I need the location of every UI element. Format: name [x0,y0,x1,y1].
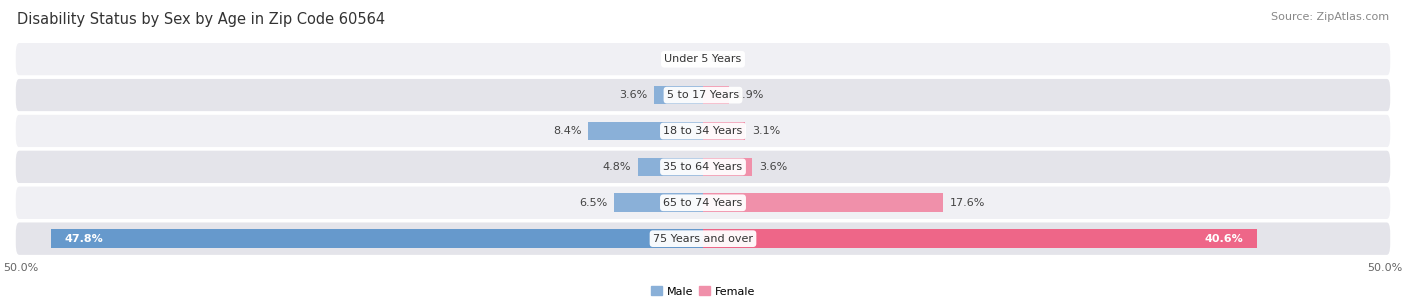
Bar [703,86,728,105]
Text: 6.5%: 6.5% [579,198,607,208]
Text: 0.0%: 0.0% [668,54,696,64]
Text: Source: ZipAtlas.com: Source: ZipAtlas.com [1271,12,1389,22]
FancyBboxPatch shape [14,113,1392,149]
Bar [703,193,943,212]
Bar [703,157,752,176]
FancyBboxPatch shape [14,41,1392,77]
Text: 65 to 74 Years: 65 to 74 Years [664,198,742,208]
FancyBboxPatch shape [14,77,1392,113]
FancyBboxPatch shape [14,185,1392,221]
Text: 47.8%: 47.8% [65,234,103,244]
Text: 0.0%: 0.0% [710,54,738,64]
Bar [588,122,703,140]
Bar [654,86,703,105]
Bar [703,229,1257,248]
Text: 3.1%: 3.1% [752,126,780,136]
Text: 75 Years and over: 75 Years and over [652,234,754,244]
Bar [637,157,703,176]
Bar [614,193,703,212]
Text: 3.6%: 3.6% [759,162,787,172]
Text: 1.9%: 1.9% [735,90,763,100]
Text: 4.8%: 4.8% [602,162,631,172]
Text: 17.6%: 17.6% [950,198,986,208]
Bar [51,229,703,248]
Text: Disability Status by Sex by Age in Zip Code 60564: Disability Status by Sex by Age in Zip C… [17,12,385,27]
Text: 8.4%: 8.4% [553,126,582,136]
Text: Under 5 Years: Under 5 Years [665,54,741,64]
Text: 18 to 34 Years: 18 to 34 Years [664,126,742,136]
FancyBboxPatch shape [14,221,1392,257]
Bar [703,122,745,140]
Legend: Male, Female: Male, Female [647,282,759,301]
FancyBboxPatch shape [14,149,1392,185]
Text: 3.6%: 3.6% [619,90,647,100]
Text: 5 to 17 Years: 5 to 17 Years [666,90,740,100]
Text: 35 to 64 Years: 35 to 64 Years [664,162,742,172]
Text: 40.6%: 40.6% [1205,234,1243,244]
